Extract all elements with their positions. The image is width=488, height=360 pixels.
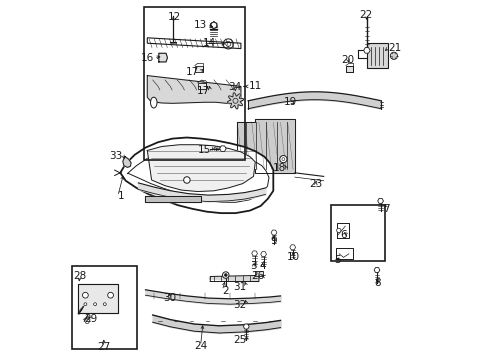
Text: 30: 30: [163, 293, 176, 303]
Bar: [346, 66, 352, 72]
Circle shape: [84, 303, 87, 306]
Text: 19: 19: [284, 96, 297, 107]
Text: 8: 8: [374, 278, 380, 288]
Text: 21: 21: [387, 42, 401, 53]
Text: 12: 12: [167, 12, 181, 22]
Text: 13: 13: [193, 20, 206, 30]
Text: 27: 27: [97, 342, 110, 352]
Text: 7: 7: [383, 204, 389, 214]
Circle shape: [282, 158, 284, 161]
Text: 33: 33: [109, 150, 122, 161]
Text: 18: 18: [272, 163, 285, 173]
Text: 10: 10: [286, 252, 300, 262]
Circle shape: [107, 292, 113, 298]
Ellipse shape: [150, 97, 157, 108]
Text: 5: 5: [333, 255, 340, 265]
Circle shape: [82, 292, 88, 298]
Bar: [197, 83, 205, 89]
Text: 6: 6: [340, 230, 346, 240]
Text: 2: 2: [222, 285, 228, 296]
Bar: [254, 271, 262, 276]
Text: 9: 9: [269, 236, 276, 246]
Text: 15: 15: [198, 145, 211, 155]
Text: 11: 11: [248, 81, 262, 91]
Bar: [143, 7, 244, 160]
Text: 4: 4: [259, 261, 265, 271]
Text: 16: 16: [140, 53, 153, 63]
Text: 34: 34: [228, 82, 241, 92]
Polygon shape: [122, 157, 131, 167]
Circle shape: [279, 156, 286, 163]
Polygon shape: [147, 38, 241, 49]
Circle shape: [183, 177, 190, 183]
Polygon shape: [120, 138, 273, 213]
Circle shape: [222, 272, 228, 278]
Bar: [366, 43, 387, 68]
Text: 3: 3: [250, 261, 257, 271]
Polygon shape: [78, 284, 118, 313]
Circle shape: [389, 52, 397, 59]
Circle shape: [336, 228, 340, 233]
Text: 22: 22: [359, 10, 372, 20]
Polygon shape: [209, 276, 258, 282]
Text: 17: 17: [197, 86, 210, 96]
Circle shape: [224, 274, 227, 276]
Text: 24: 24: [194, 341, 207, 351]
Text: 23: 23: [308, 179, 322, 189]
Text: 25: 25: [233, 335, 246, 345]
Text: 26: 26: [251, 271, 264, 282]
Text: 17: 17: [186, 67, 199, 77]
Text: 31: 31: [233, 282, 246, 292]
Circle shape: [94, 303, 96, 306]
Bar: [72, 266, 136, 349]
Polygon shape: [147, 145, 255, 192]
Bar: [194, 66, 203, 72]
Circle shape: [103, 303, 106, 306]
Text: 20: 20: [341, 55, 354, 65]
Polygon shape: [145, 196, 201, 202]
Text: 29: 29: [83, 314, 97, 324]
Bar: [330, 205, 384, 261]
Polygon shape: [147, 76, 241, 104]
Polygon shape: [237, 119, 294, 173]
Text: 1: 1: [118, 191, 124, 201]
Text: 14: 14: [203, 38, 216, 48]
Text: 28: 28: [73, 271, 86, 282]
Polygon shape: [227, 93, 243, 109]
Polygon shape: [159, 53, 167, 62]
Text: 32: 32: [233, 300, 246, 310]
